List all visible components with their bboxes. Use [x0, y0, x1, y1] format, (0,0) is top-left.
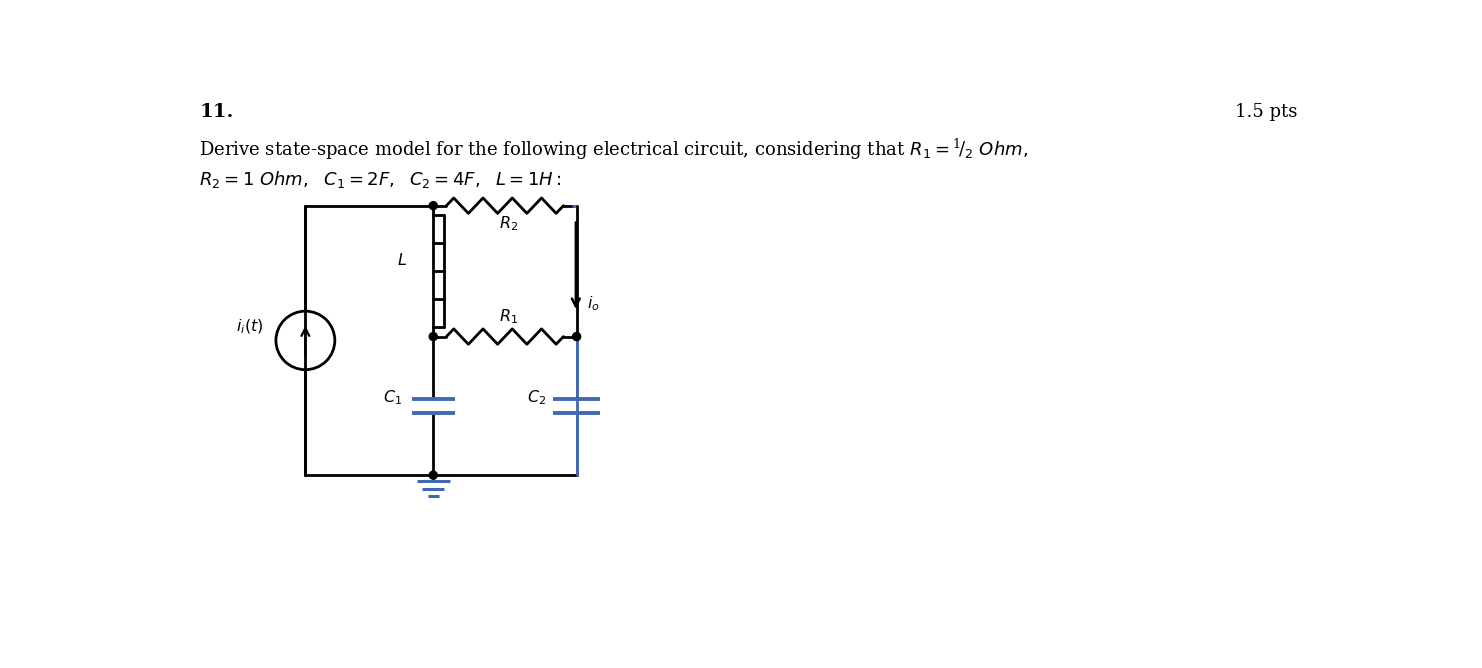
Text: 11.: 11. [199, 104, 234, 122]
Text: $L$: $L$ [397, 252, 408, 269]
Text: $C_1$: $C_1$ [384, 388, 403, 407]
Text: 1.5 pts: 1.5 pts [1236, 104, 1298, 122]
Text: $R_1$: $R_1$ [499, 307, 519, 326]
Circle shape [430, 202, 437, 210]
Text: $R_2$: $R_2$ [499, 215, 519, 234]
Text: $i_i(t)$: $i_i(t)$ [236, 317, 264, 336]
Circle shape [572, 333, 581, 341]
Circle shape [430, 471, 437, 479]
Text: Derive state-space model for the following electrical circuit, considering that : Derive state-space model for the followi… [199, 136, 1029, 162]
Circle shape [430, 333, 437, 341]
Text: $C_2$: $C_2$ [526, 388, 545, 407]
Text: $i_o$: $i_o$ [587, 294, 599, 313]
Text: $R_2 = 1\ \mathit{Ohm},\ \ C_1 = 2F,\ \ C_2 = 4F,\ \ L = 1H:$: $R_2 = 1\ \mathit{Ohm},\ \ C_1 = 2F,\ \ … [199, 169, 562, 190]
